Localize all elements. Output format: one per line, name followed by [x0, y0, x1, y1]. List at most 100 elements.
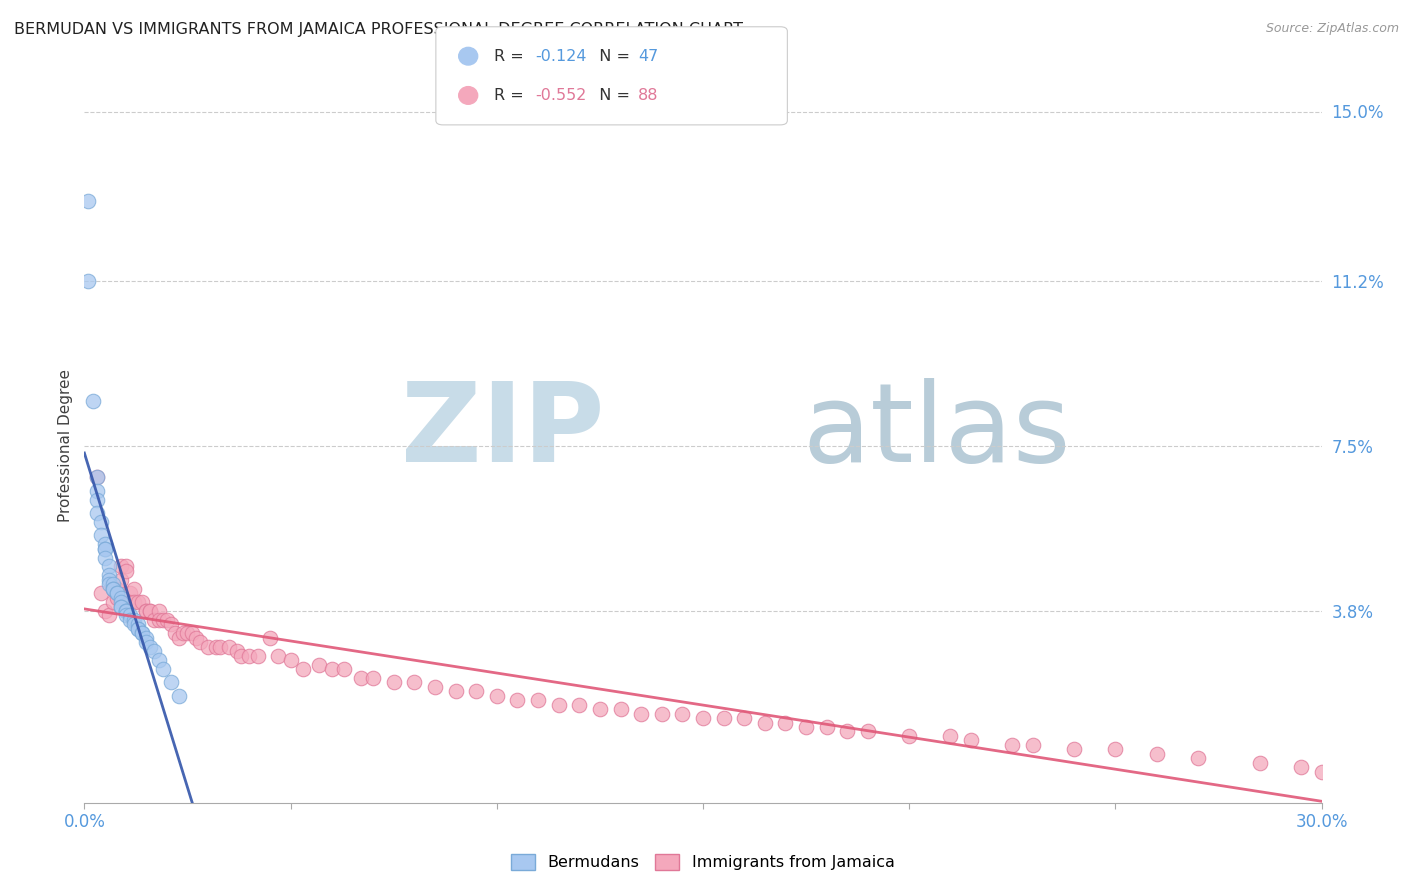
Point	[127, 622, 149, 636]
Point	[77, 274, 100, 288]
Point	[1249, 756, 1271, 770]
Point	[98, 577, 121, 591]
Point	[110, 599, 132, 614]
Point	[898, 729, 921, 743]
Point	[671, 706, 693, 721]
Point	[135, 604, 157, 618]
Point	[114, 604, 136, 618]
Point	[280, 653, 302, 667]
Point	[589, 702, 612, 716]
Point	[939, 729, 962, 743]
Point	[110, 573, 132, 587]
Point	[321, 662, 343, 676]
Point	[160, 675, 183, 690]
Point	[98, 568, 121, 582]
Point	[122, 582, 145, 596]
Point	[98, 559, 121, 574]
Point	[135, 635, 157, 649]
Point	[167, 689, 190, 703]
Point	[103, 582, 125, 596]
Point	[837, 724, 859, 739]
Text: ZIP: ZIP	[401, 378, 605, 485]
Point	[1310, 764, 1333, 779]
Point	[485, 689, 508, 703]
Point	[308, 657, 330, 672]
Point	[94, 537, 117, 551]
Point	[382, 675, 405, 690]
Point	[122, 595, 145, 609]
Text: -0.124: -0.124	[536, 49, 588, 63]
Point	[184, 631, 207, 645]
Point	[1289, 760, 1312, 774]
Point	[692, 711, 714, 725]
Point	[114, 604, 136, 618]
Point	[361, 671, 384, 685]
Point	[815, 720, 838, 734]
Point	[118, 586, 141, 600]
Point	[131, 626, 153, 640]
Point	[404, 675, 426, 690]
Point	[423, 680, 446, 694]
Point	[152, 613, 174, 627]
Point	[105, 582, 128, 596]
Point	[103, 577, 125, 591]
Point	[105, 591, 128, 605]
Point	[131, 595, 153, 609]
Point	[118, 613, 141, 627]
Text: Source: ZipAtlas.com: Source: ZipAtlas.com	[1265, 22, 1399, 36]
Point	[118, 595, 141, 609]
Point	[333, 662, 356, 676]
Point	[135, 631, 157, 645]
Point	[90, 515, 112, 529]
Point	[226, 644, 249, 658]
Point	[86, 470, 108, 484]
Point	[105, 586, 128, 600]
Point	[114, 564, 136, 578]
Point	[794, 720, 817, 734]
Point	[122, 613, 145, 627]
Point	[547, 698, 569, 712]
Point	[209, 640, 232, 654]
Point	[291, 662, 314, 676]
Point	[1104, 742, 1126, 756]
Point	[110, 599, 132, 614]
Point	[1022, 738, 1045, 752]
Point	[148, 613, 170, 627]
Point	[139, 604, 162, 618]
Text: atlas: atlas	[801, 378, 1070, 485]
Point	[267, 648, 290, 663]
Point	[122, 617, 145, 632]
Point	[205, 640, 228, 654]
Text: 47: 47	[638, 49, 658, 63]
Point	[86, 483, 108, 498]
Point	[1063, 742, 1085, 756]
Point	[103, 595, 125, 609]
Point	[229, 648, 252, 663]
Point	[651, 706, 673, 721]
Point	[856, 724, 879, 739]
Point	[246, 648, 269, 663]
Point	[259, 631, 281, 645]
Point	[176, 626, 198, 640]
Point	[139, 640, 162, 654]
Point	[127, 595, 149, 609]
Point	[1146, 747, 1168, 761]
Point	[98, 608, 121, 623]
Point	[94, 541, 117, 556]
Point	[733, 711, 755, 725]
Point	[218, 640, 240, 654]
Point	[160, 617, 183, 632]
Point	[148, 653, 170, 667]
Point	[167, 631, 190, 645]
Point	[131, 626, 153, 640]
Point	[527, 693, 550, 707]
Point	[114, 604, 136, 618]
Point	[110, 559, 132, 574]
Text: -0.552: -0.552	[536, 88, 588, 103]
Point	[94, 604, 117, 618]
Point	[609, 702, 631, 716]
Point	[82, 394, 104, 409]
Point	[135, 604, 157, 618]
Point	[188, 635, 211, 649]
Point	[754, 715, 776, 730]
